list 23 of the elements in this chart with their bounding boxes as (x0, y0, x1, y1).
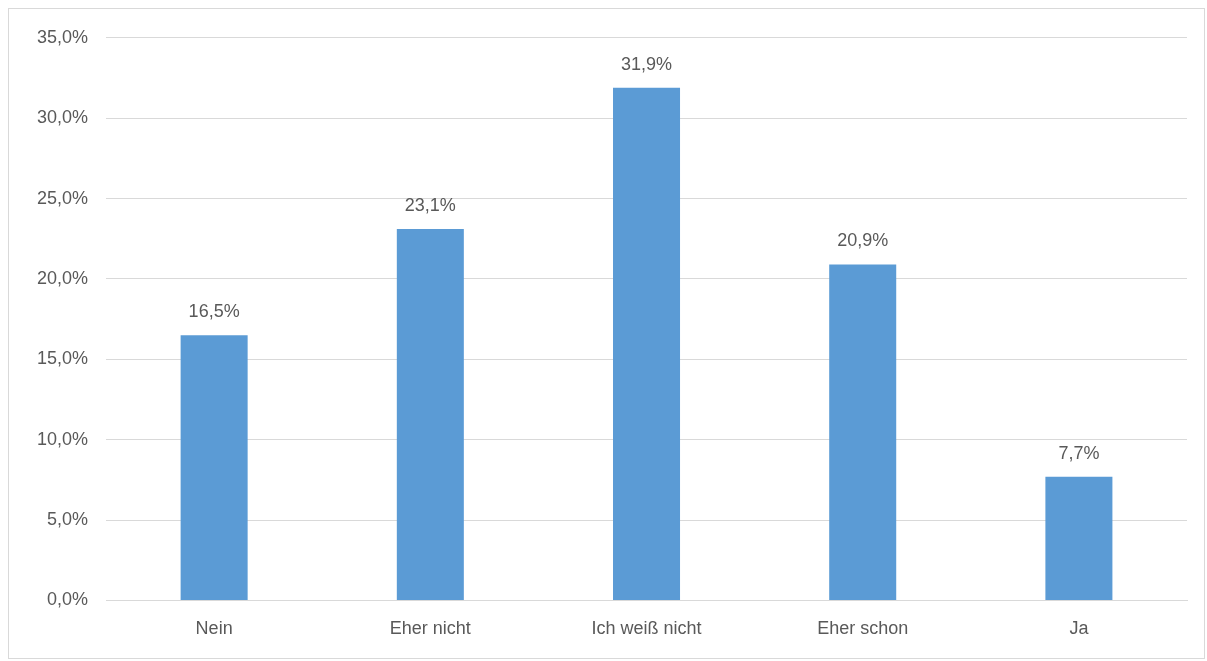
y-tick-label: 35,0% (36, 26, 89, 47)
x-tick-label: Ja (1069, 618, 1090, 639)
bar (613, 87, 681, 600)
y-tick-label: 10,0% (36, 428, 89, 449)
data-label: 16,5% (188, 301, 240, 322)
data-label: 20,9% (837, 230, 889, 251)
data-label: 23,1% (404, 195, 456, 216)
bar (396, 229, 464, 600)
data-label: 31,9% (621, 53, 673, 74)
y-tick-label: 15,0% (36, 348, 89, 369)
x-tick-label: Ich weiß nicht (591, 618, 702, 639)
x-tick-label: Nein (195, 618, 233, 639)
y-tick-label: 5,0% (47, 509, 89, 529)
bar (829, 264, 897, 600)
y-tick-label: 25,0% (36, 187, 89, 208)
y-tick-label: 20,0% (36, 267, 89, 288)
bar (1045, 476, 1113, 600)
bar (180, 335, 248, 600)
x-tick-label: Eher schon (817, 618, 909, 639)
x-tick-label: Eher nicht (389, 618, 471, 639)
y-tick-label: 0,0% (47, 589, 89, 610)
y-tick-label: 30,0% (36, 107, 89, 128)
data-label: 7,7% (1058, 442, 1100, 463)
